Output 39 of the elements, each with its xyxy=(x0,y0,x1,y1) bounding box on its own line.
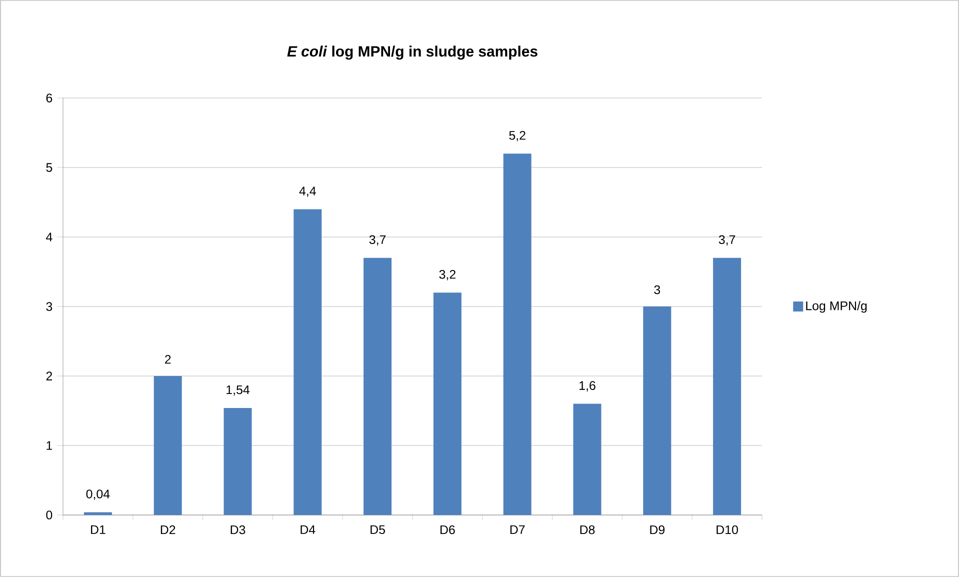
data-label: 3 xyxy=(654,285,660,294)
x-tick-label: D3 xyxy=(230,525,246,534)
y-tick-label: 2 xyxy=(46,372,52,380)
chart-title: E coli log MPN/g in sludge samples xyxy=(287,46,538,60)
y-tick-label: 1 xyxy=(46,441,52,450)
bar xyxy=(503,154,532,515)
bar xyxy=(84,512,112,515)
y-tick-label: 0 xyxy=(46,510,52,520)
bar xyxy=(713,258,742,515)
data-label: 3,7 xyxy=(369,235,386,246)
bar xyxy=(154,376,182,515)
bar xyxy=(364,258,392,515)
data-label: 3,7 xyxy=(718,235,736,246)
data-label: 5,2 xyxy=(509,130,526,142)
y-tick-label: 6 xyxy=(46,94,52,102)
x-tick-label: D9 xyxy=(650,525,665,534)
y-tick-label: 4 xyxy=(46,232,52,242)
x-tick-label: D7 xyxy=(510,525,525,534)
x-tick-label: D2 xyxy=(160,525,176,534)
x-tick-label: D5 xyxy=(370,525,385,534)
data-label: 0,04 xyxy=(86,490,110,500)
data-label: 2 xyxy=(165,354,171,364)
x-tick-label: D1 xyxy=(91,525,106,534)
y-tick-label: 3 xyxy=(46,302,52,311)
legend-label: Log MPN/g xyxy=(806,301,867,313)
bar xyxy=(643,306,672,515)
bar xyxy=(294,209,322,515)
x-tick-label: D10 xyxy=(716,525,738,534)
bar xyxy=(433,292,462,515)
data-label: 4,4 xyxy=(299,186,316,197)
x-tick-label: D6 xyxy=(440,525,455,534)
data-label: 1,6 xyxy=(580,381,596,392)
data-label: 1,54 xyxy=(226,385,250,396)
x-tick-label: D4 xyxy=(300,525,316,534)
bar xyxy=(224,408,252,515)
bar xyxy=(573,404,602,515)
x-tick-label: D8 xyxy=(580,525,595,534)
y-tick-label: 5 xyxy=(46,163,52,172)
data-label: 3,2 xyxy=(439,270,456,280)
